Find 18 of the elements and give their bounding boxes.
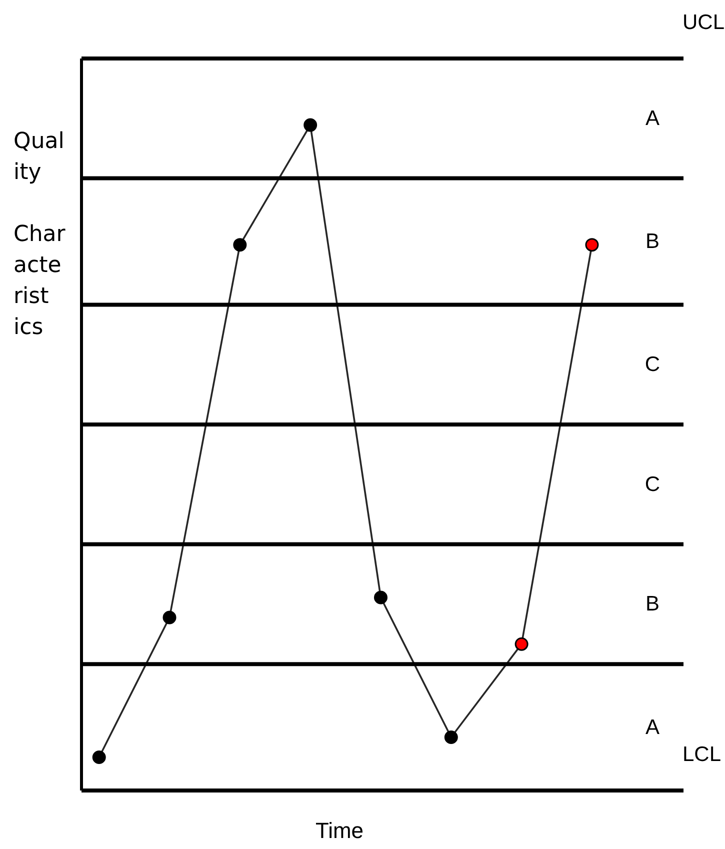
text: Quality Characteristics [14, 129, 66, 340]
annotation: B [645, 592, 660, 616]
x-axis-title: Time [315, 818, 364, 843]
ref-line-label: LCL [682, 743, 722, 766]
point [233, 238, 247, 252]
point [162, 610, 176, 624]
point [514, 637, 528, 651]
annotation: A [645, 106, 660, 130]
annotation: A [645, 716, 660, 739]
annotation: C [644, 353, 660, 376]
point [444, 730, 458, 744]
point [304, 118, 318, 132]
point [374, 590, 388, 604]
point [92, 750, 106, 764]
annotation: B [645, 230, 660, 253]
annotation: C [644, 472, 660, 496]
ref-line-label: UCL [682, 11, 725, 34]
point [585, 238, 599, 252]
